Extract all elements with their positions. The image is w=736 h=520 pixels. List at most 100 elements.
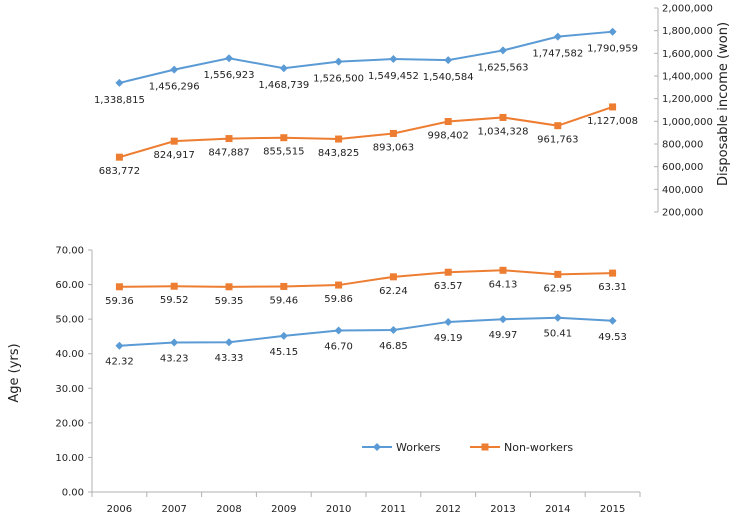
age-workers-point xyxy=(444,317,453,326)
income-workers-data-label: 1,540,584 xyxy=(423,72,474,83)
age-y-tick-label: 0.00 xyxy=(62,488,84,499)
income-y-tick-label: 600,000 xyxy=(662,162,703,173)
income-non-workers-data-label: 843,825 xyxy=(318,148,359,159)
legend-workers-marker xyxy=(373,443,381,451)
income-workers-point xyxy=(444,56,453,65)
age-non-workers-data-label: 59.35 xyxy=(215,296,244,307)
income-y-tick-label: 1,800,000 xyxy=(662,26,713,37)
age-non-workers-point xyxy=(335,281,343,289)
income-workers-point xyxy=(334,57,343,66)
x-tick-label: 2010 xyxy=(326,504,351,515)
income-non-workers-point xyxy=(609,103,617,111)
age-y-tick-label: 70.00 xyxy=(55,246,84,257)
age-non-workers-data-label: 59.86 xyxy=(324,294,353,305)
income-y-ticks: 200,000 400,000 600,000 800,000 1,000,000 1,2… xyxy=(654,4,713,219)
income-non-workers-data-label: 998,402 xyxy=(428,131,469,142)
age-y-axis-title: Age (yrs) xyxy=(7,343,22,402)
age-workers-point xyxy=(553,313,562,322)
age-workers-data-label: 43.33 xyxy=(215,353,244,364)
age-workers-data-label: 46.70 xyxy=(324,342,353,353)
income-workers-point xyxy=(389,55,398,64)
legend-item-non-workers: Non-workers xyxy=(470,441,573,454)
income-workers-point xyxy=(553,32,562,41)
income-y-tick-label: 1,200,000 xyxy=(662,94,713,105)
income-non-workers-data-label: 1,127,008 xyxy=(587,116,638,127)
income-non-workers-point xyxy=(554,122,562,130)
income-workers-point xyxy=(499,46,507,55)
income-workers-point xyxy=(225,54,233,63)
income-non-workers-point xyxy=(389,129,397,137)
income-workers-data-label: 1,468,739 xyxy=(258,80,309,91)
income-non-workers-data-label: 893,063 xyxy=(373,142,414,153)
age-workers-data-label: 42.32 xyxy=(105,357,134,368)
age-workers-point xyxy=(279,331,288,340)
income-non-workers-data-label: 855,515 xyxy=(263,147,304,158)
age-non-workers-point xyxy=(280,282,288,290)
age-non-workers-point xyxy=(609,269,617,277)
age-non-workers-point xyxy=(389,273,397,281)
income-workers-point xyxy=(115,78,124,87)
age-workers-point xyxy=(499,315,507,324)
age-non-workers-point xyxy=(444,268,452,276)
age-y-ticks: 0.00 10.00 20.00 30.00 40.00 50.00 60.00 70.00 xyxy=(55,246,92,499)
legend-item-workers: Workers xyxy=(362,441,441,454)
age-non-workers-data-label: 63.31 xyxy=(598,282,627,293)
age-y-tick-label: 50.00 xyxy=(55,315,84,326)
age-workers-point xyxy=(170,338,179,347)
age-workers-data-label: 43.23 xyxy=(160,354,189,365)
x-tick-label: 2012 xyxy=(435,504,460,515)
income-non-workers-point xyxy=(225,135,233,143)
age-workers-line xyxy=(119,316,613,347)
x-tick-label: 2015 xyxy=(600,504,625,515)
age-non-workers-point xyxy=(225,283,233,291)
income-workers-point xyxy=(279,64,288,73)
income-y-tick-label: 1,600,000 xyxy=(662,49,713,60)
income-y-axis-title: Disposable income (won) xyxy=(716,22,731,186)
income-workers-point xyxy=(170,65,179,74)
age-workers-data-label: 50.41 xyxy=(543,329,572,340)
age-workers-data-label: 49.19 xyxy=(434,333,463,344)
income-y-tick-label: 1,400,000 xyxy=(662,72,713,83)
income-y-tick-label: 1,000,000 xyxy=(662,117,713,128)
age-non-workers-data-label: 63.57 xyxy=(434,281,463,292)
x-tick-label: 2007 xyxy=(161,504,186,515)
income-non-workers-data-label: 683,772 xyxy=(99,166,140,177)
x-tick-label: 2014 xyxy=(545,504,570,515)
income-workers-data-label: 1,556,923 xyxy=(204,70,255,81)
x-tick-label: 2008 xyxy=(216,504,241,515)
age-workers-data-label: 49.97 xyxy=(489,330,518,341)
income-workers-data-label: 1,526,500 xyxy=(313,74,364,85)
age-series-layer: 42.32 43.23 43.33 45.15 46.70 46.85 49.19 49.97… xyxy=(105,266,627,368)
income-non-workers-data-label: 961,763 xyxy=(537,135,578,146)
x-tick-label: 2013 xyxy=(490,504,515,515)
income-workers-point xyxy=(608,27,617,36)
income-non-workers-point xyxy=(499,113,507,121)
income-workers-data-label: 1,790,959 xyxy=(587,44,638,55)
income-workers-data-label: 1,625,563 xyxy=(478,62,529,73)
age-non-workers-data-label: 59.46 xyxy=(269,295,298,306)
income-non-workers-point xyxy=(335,135,343,143)
age-workers-point xyxy=(334,326,343,335)
income-y-tick-label: 200,000 xyxy=(662,208,703,219)
x-tick-label: 2011 xyxy=(381,504,406,515)
age-y-tick-label: 20.00 xyxy=(55,418,84,429)
legend-non-workers-label: Non-workers xyxy=(504,441,573,454)
age-workers-point xyxy=(608,316,617,325)
income-workers-data-label: 1,456,296 xyxy=(149,82,200,93)
income-non-workers-point xyxy=(280,134,288,142)
age-non-workers-point xyxy=(115,283,123,291)
age-non-workers-line xyxy=(119,269,613,288)
age-non-workers-point xyxy=(499,266,507,274)
income-non-workers-point xyxy=(170,137,178,145)
income-workers-data-label: 1,338,815 xyxy=(94,95,145,106)
age-non-workers-data-label: 62.95 xyxy=(543,283,572,294)
income-workers-data-label: 1,747,582 xyxy=(532,49,583,60)
age-y-tick-label: 10.00 xyxy=(55,453,84,464)
age-y-tick-label: 40.00 xyxy=(55,349,84,360)
legend: Workers Non-workers xyxy=(362,441,573,454)
x-tick-label: 2009 xyxy=(271,504,296,515)
income-non-workers-point xyxy=(444,118,452,126)
age-workers-point xyxy=(225,338,233,347)
